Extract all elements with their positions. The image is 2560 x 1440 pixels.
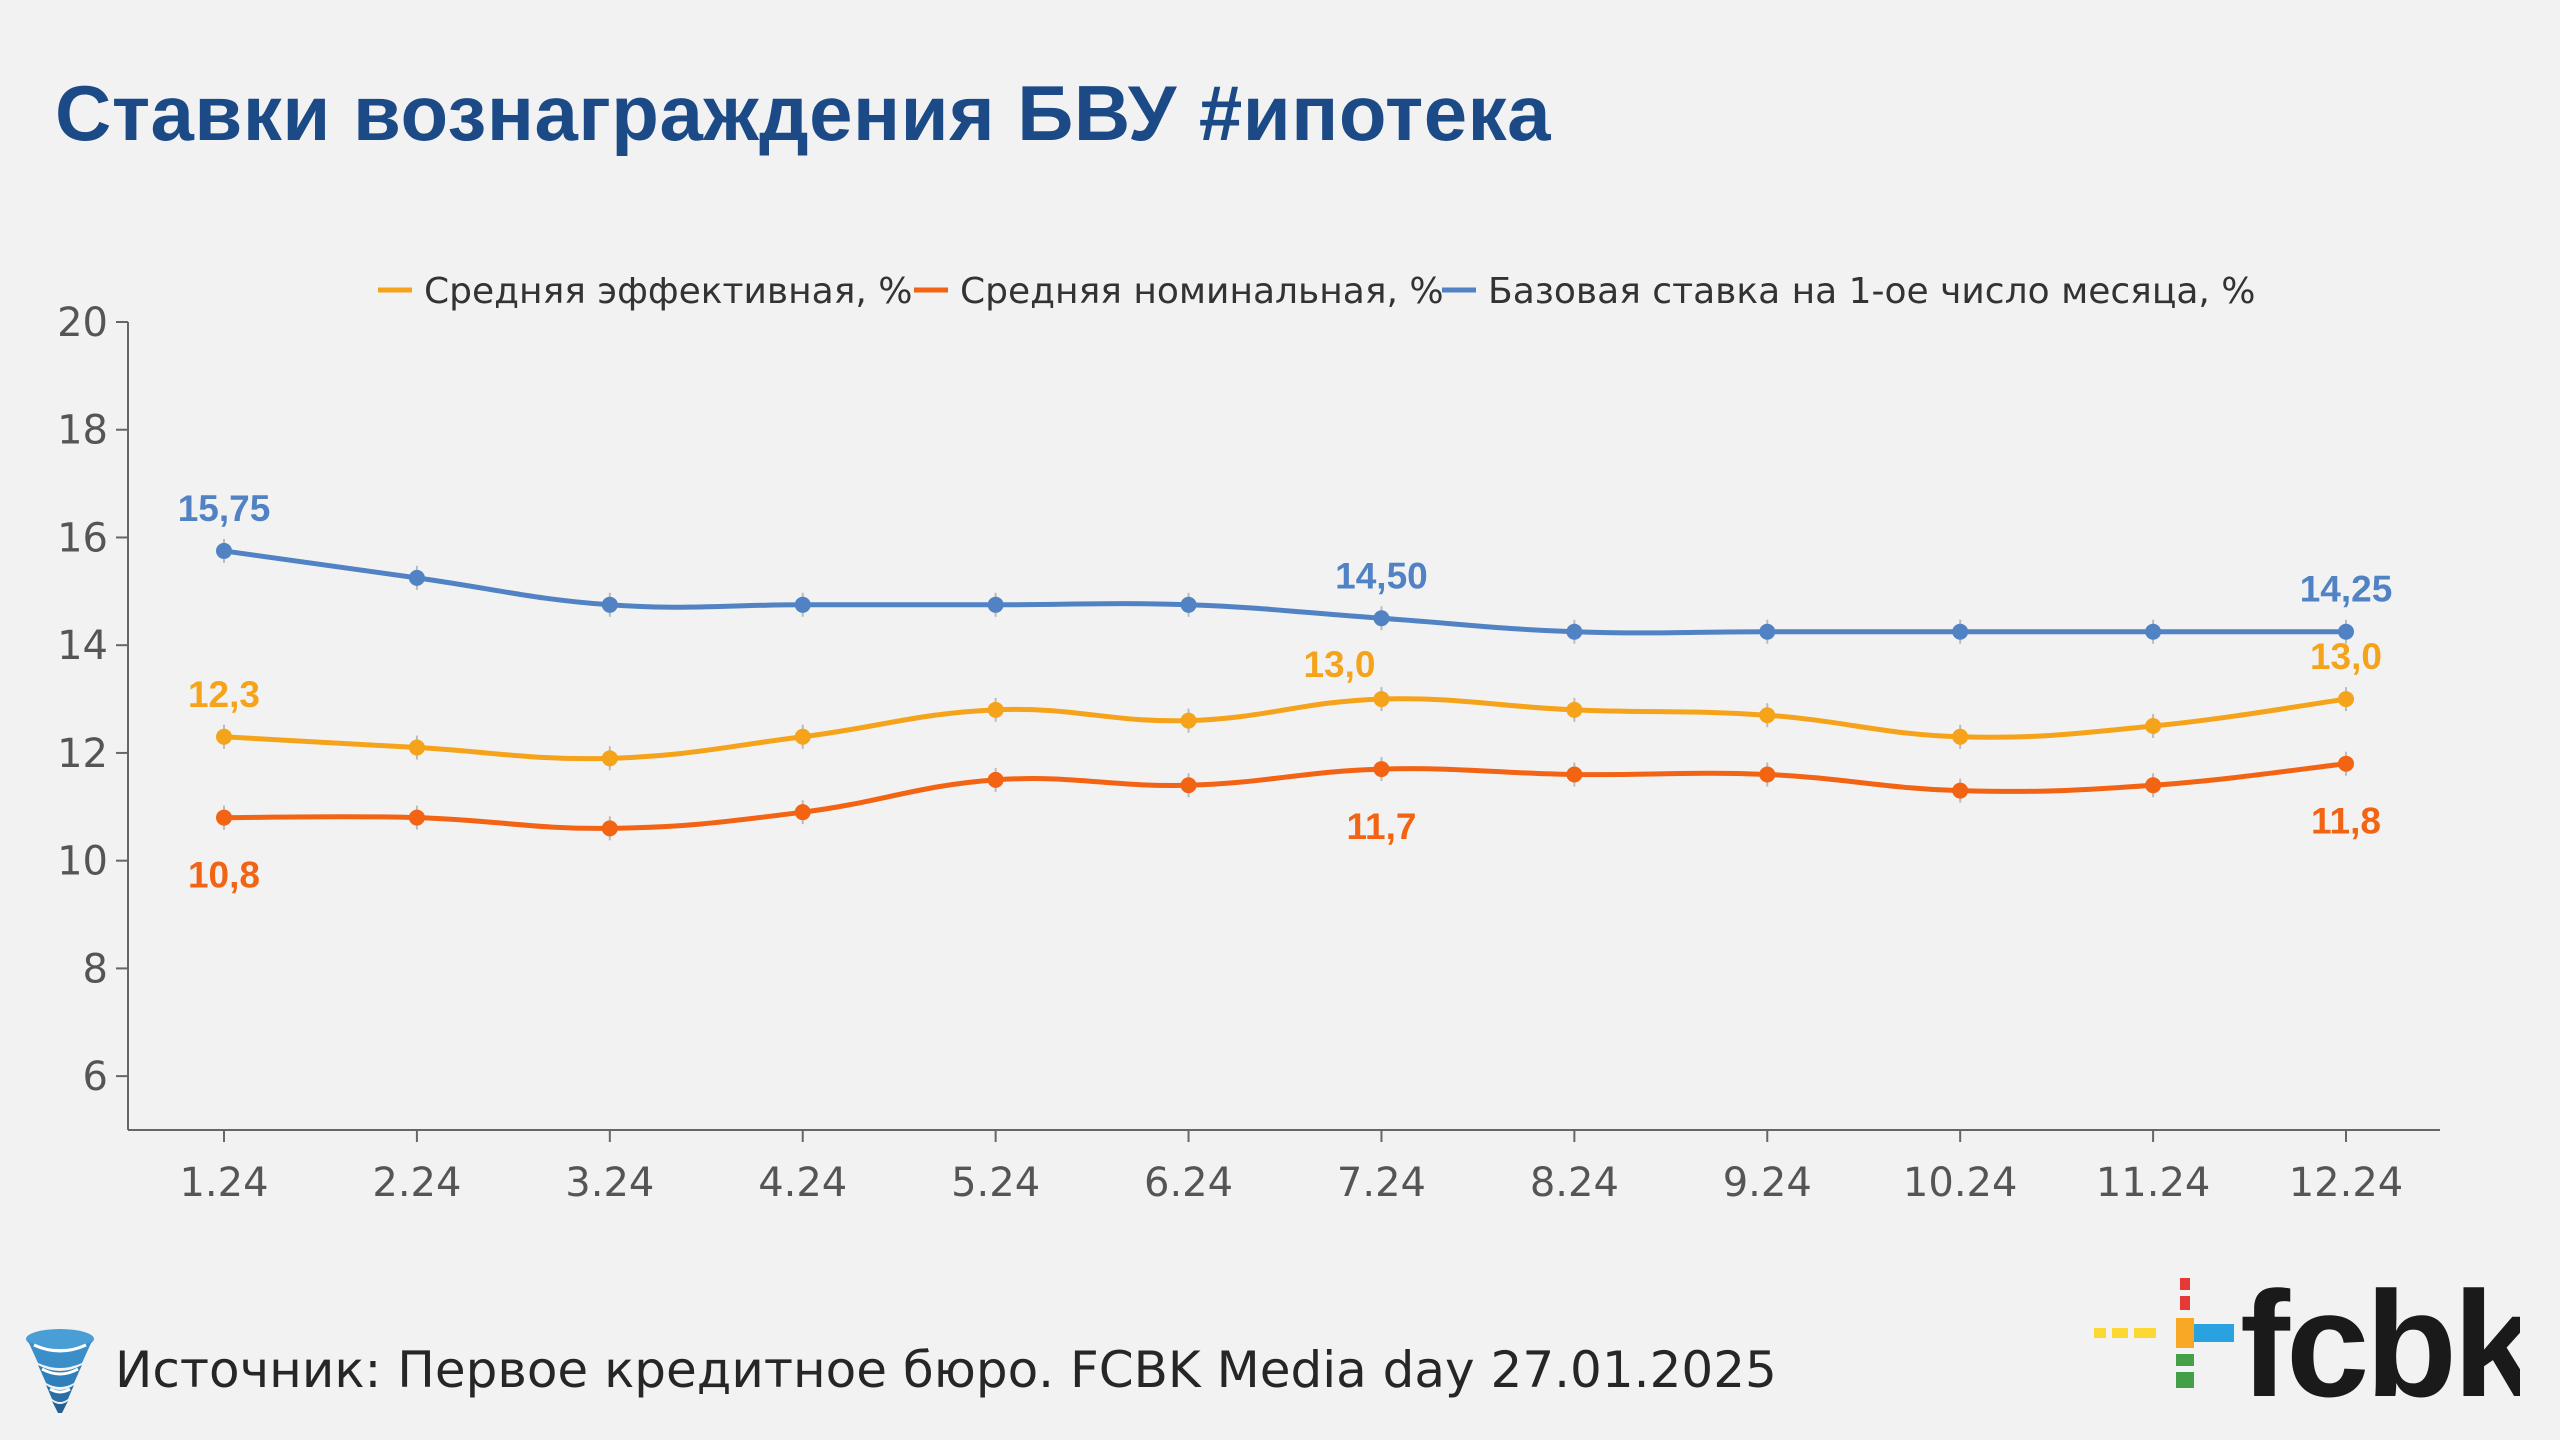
data-point [1180,596,1197,613]
fcbk-logo: fcbk [2094,1270,2520,1410]
data-label: 11,7 [1346,806,1416,847]
data-point [794,804,811,821]
y-tick-label: 20 [57,300,108,346]
x-tick-label: 12.24 [2289,1160,2404,1206]
x-tick-label: 1.24 [179,1160,268,1206]
logo-cross-icon [2094,1278,2234,1388]
chart-series [216,538,2354,841]
footer: Источник: Первое кредитное бюро. FCBK Me… [20,1325,1777,1415]
data-point [601,596,618,613]
x-tick-label: 2.24 [372,1160,461,1206]
legend-item-label: Средняя номинальная, % [960,271,1444,312]
data-point [987,596,1004,613]
chart-legend: Средняя эффективная, % Средняя номинальна… [378,271,2256,312]
data-point [601,820,618,837]
data-point [1759,707,1776,724]
data-point [2145,718,2162,734]
x-tick-label: 8.24 [1530,1160,1619,1206]
data-point [408,739,425,756]
data-point [1566,701,1583,718]
data-label: 14,25 [2300,569,2393,610]
data-point [216,809,232,826]
data-label: 13,0 [1303,644,1375,685]
series-line-0 [223,696,2347,762]
data-point [1180,712,1197,729]
data-point [1759,623,1776,640]
y-tick-label: 10 [57,839,108,885]
data-point [1952,782,1969,799]
data-label: 12,3 [188,674,260,715]
data-point [1952,728,1969,745]
data-label: 15,75 [178,488,271,529]
data-label: 14,50 [1335,555,1428,596]
data-point [216,542,232,559]
data-point [794,596,811,613]
x-tick-label: 10.24 [1903,1160,2018,1206]
x-tick-label: 11.24 [2096,1160,2211,1206]
chart-axes: 6 8 10 12 14 16 18 20 1.24 2.24 3.24 4.24 5.24 6.24 7.… [57,300,2440,1206]
series-line-2 [223,548,2346,636]
y-tick-label: 16 [57,515,108,561]
y-tick-label: 14 [57,623,108,669]
data-point [2145,623,2162,640]
page-title: Ставки вознаграждения БВУ #ипотека [55,69,1552,157]
x-tick-label: 9.24 [1723,1160,1812,1206]
data-point [794,728,811,745]
data-label: 10,8 [188,855,260,896]
data-point [987,771,1004,788]
logo-text: fcbk [2240,1270,2520,1410]
x-tick-label: 5.24 [951,1160,1040,1206]
data-point [1180,777,1197,794]
data-point [2338,691,2354,708]
data-point [1759,766,1776,783]
data-point [1373,610,1390,627]
data-point [216,728,232,745]
data-point [1373,691,1390,708]
x-tick-label: 3.24 [565,1160,654,1206]
legend-item-label: Базовая ставка на 1-ое число месяца, % [1488,271,2256,312]
tornado-icon [26,1329,94,1413]
legend-item-label: Средняя эффективная, % [424,271,912,312]
data-point [2145,777,2162,794]
chart-data-labels: 12,3 13,0 13,0 10,8 11,7 11,8 15,75 14,50 14,25 [178,488,2393,896]
y-tick-label: 12 [57,731,108,777]
data-point [1952,623,1969,640]
data-point [601,750,618,767]
data-label: 11,8 [2311,801,2381,842]
source-text: Источник: Первое кредитное бюро. FCBK Me… [115,1341,1777,1399]
series-line-1 [223,761,2347,831]
y-tick-label: 6 [83,1054,108,1100]
data-point [2338,623,2354,640]
data-label: 13,0 [2310,636,2382,677]
x-tick-label: 7.24 [1337,1160,1426,1206]
data-point [987,701,1004,718]
data-point [408,809,425,826]
data-point [1373,761,1390,778]
x-tick-label: 4.24 [758,1160,847,1206]
y-tick-label: 18 [57,408,108,454]
data-point [1566,623,1583,640]
data-point [1566,766,1583,783]
y-tick-label: 8 [83,946,108,992]
data-point [408,569,425,586]
data-point [2338,755,2354,772]
x-tick-label: 6.24 [1144,1160,1233,1206]
